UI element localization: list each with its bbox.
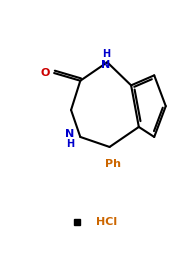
Text: H: H (102, 49, 110, 59)
Text: N: N (101, 60, 110, 70)
Text: H: H (66, 139, 74, 149)
Text: O: O (41, 68, 50, 78)
Text: N: N (65, 129, 74, 139)
Text: HCl: HCl (97, 217, 118, 227)
Text: Ph: Ph (105, 159, 121, 169)
